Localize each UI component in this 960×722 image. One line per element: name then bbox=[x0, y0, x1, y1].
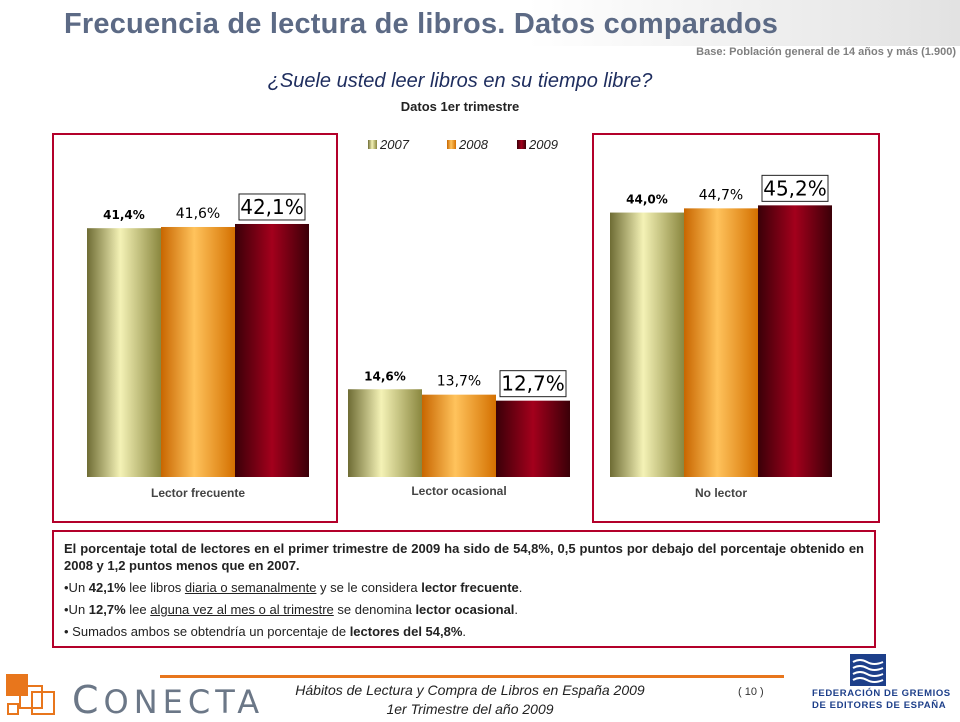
legend-label-2008: 2008 bbox=[458, 137, 489, 152]
summary-item-frecuente: •Un 42,1% lee libros diaria o semanalmen… bbox=[64, 579, 864, 596]
summary-item-total: • Sumados ambos se obtendría un porcenta… bbox=[64, 623, 864, 640]
summary-text: . bbox=[514, 602, 519, 617]
summary-text: • Sumados ambos se obtendría un porcenta… bbox=[64, 624, 350, 639]
legend-label-2009: 2009 bbox=[528, 137, 558, 152]
title-band bbox=[0, 0, 960, 46]
summary-lead: El porcentaje total de lectores en el pr… bbox=[64, 541, 864, 573]
summary-value: 42,1% bbox=[88, 580, 126, 595]
federacion-line-2: DE EDITORES DE ESPAÑA bbox=[812, 700, 947, 711]
summary-text: se denomina bbox=[333, 602, 416, 617]
federacion-emblem-icon bbox=[850, 654, 886, 686]
conecta-rest: ONECTA bbox=[103, 683, 265, 721]
footer-line-2: 1er Trimestre del año 2009 bbox=[386, 701, 554, 717]
category-label-lector-frecuente: Lector frecuente bbox=[151, 486, 245, 500]
summary-text: . bbox=[462, 624, 467, 639]
data-label-no-lector-2008: 44,7% bbox=[699, 187, 743, 203]
chart-subtitle: Datos 1er trimestre bbox=[400, 99, 520, 114]
bar-lector-frecuente-2007 bbox=[87, 228, 161, 477]
data-label-lector-frecuente-2008: 41,6% bbox=[176, 206, 220, 222]
federacion-line-1: FEDERACIÓN DE GREMIOS bbox=[812, 688, 951, 699]
data-label-no-lector-2007: 44,0% bbox=[626, 193, 668, 207]
bar-no-lector-2007 bbox=[610, 212, 684, 477]
bar-lector-ocasional-2007 bbox=[348, 389, 422, 477]
summary-text: lee libros bbox=[125, 580, 185, 595]
summary-box: El porcentaje total de lectores en el pr… bbox=[52, 530, 876, 648]
legend-swatch-2008 bbox=[447, 140, 456, 149]
data-label-lector-frecuente-2007: 41,4% bbox=[103, 208, 145, 222]
summary-term: lectores del 54,8% bbox=[349, 624, 463, 639]
conecta-wordmark: CONECTA bbox=[72, 678, 264, 722]
page-number: ( 10 ) bbox=[738, 686, 764, 698]
legend-label-2007: 2007 bbox=[379, 137, 410, 152]
footer-line-1: Hábitos de Lectura y Compra de Libros en… bbox=[295, 682, 645, 698]
summary-text: •Un bbox=[64, 580, 89, 595]
summary-underlined: alguna vez al mes o al trimestre bbox=[150, 602, 334, 617]
summary-text: •Un bbox=[64, 602, 89, 617]
legend-swatch-2007 bbox=[368, 140, 377, 149]
bar-no-lector-2008 bbox=[684, 208, 758, 477]
bar-lector-frecuente-2009 bbox=[235, 223, 309, 477]
data-label-lector-ocasional-2007: 14,6% bbox=[364, 369, 406, 383]
legend-swatch-2009 bbox=[517, 140, 526, 149]
base-note: Base: Población general de 14 años y más… bbox=[696, 46, 956, 58]
summary-term: lector ocasional bbox=[415, 602, 515, 617]
conecta-squares-icon bbox=[6, 674, 55, 715]
summary-item-ocasional: •Un 12,7% lee alguna vez al mes o al tri… bbox=[64, 601, 864, 618]
bar-no-lector-2009 bbox=[758, 205, 832, 477]
highlight-box-lector-ocasional bbox=[499, 370, 567, 398]
bar-lector-ocasional-2008 bbox=[422, 394, 496, 477]
data-label-lector-frecuente-2009: 42,1% bbox=[240, 195, 304, 219]
data-label-no-lector-2009: 45,2% bbox=[763, 176, 827, 200]
summary-text: lee bbox=[125, 602, 151, 617]
bar-lector-ocasional-2009 bbox=[496, 400, 570, 477]
data-label-lector-ocasional-2008: 13,7% bbox=[437, 374, 481, 390]
footer-accent-line bbox=[160, 675, 784, 678]
data-label-lector-ocasional-2009: 12,7% bbox=[501, 372, 565, 396]
category-label-no-lector: No lector bbox=[695, 486, 747, 500]
summary-text: . bbox=[518, 580, 523, 595]
highlight-box-no-lector bbox=[761, 174, 829, 202]
survey-question: ¿Suele usted leer libros en su tiempo li… bbox=[267, 70, 653, 92]
page-title: Frecuencia de lectura de libros. Datos c… bbox=[64, 8, 779, 40]
bar-lector-frecuente-2008 bbox=[161, 226, 235, 477]
highlight-box-lector-frecuente bbox=[238, 193, 306, 221]
summary-underlined: diaria o semanalmente bbox=[184, 580, 317, 595]
summary-text: y se le considera bbox=[316, 580, 422, 595]
conecta-initial: C bbox=[72, 678, 104, 722]
federacion-name: FEDERACIÓN DE GREMIOS DE EDITORES DE ESP… bbox=[812, 688, 951, 712]
summary-term: lector frecuente bbox=[421, 580, 519, 595]
footer-caption: Hábitos de Lectura y Compra de Libros en… bbox=[260, 681, 680, 719]
category-label-lector-ocasional: Lector ocasional bbox=[411, 484, 506, 498]
summary-value: 12,7% bbox=[88, 602, 126, 617]
